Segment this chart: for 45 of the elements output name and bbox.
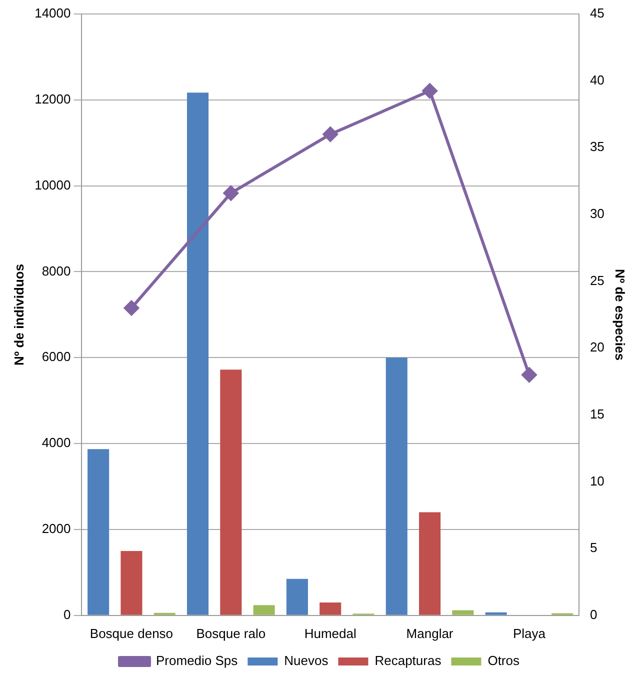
- legend-label: Nuevos: [284, 653, 329, 668]
- y2-tick-label: 20: [590, 340, 604, 355]
- bar: [320, 602, 342, 615]
- y-tick-label: 8000: [42, 263, 71, 278]
- point: [522, 367, 537, 382]
- legend-label: Promedio Sps: [156, 653, 238, 668]
- y-tick-label: 6000: [42, 349, 71, 364]
- y-axis-title: Nº de individuos: [11, 264, 26, 366]
- y2-tick-label: 40: [590, 72, 604, 88]
- point: [422, 83, 438, 98]
- x-tick-label: Bosque denso: [90, 626, 174, 641]
- y-tick-label: 2000: [42, 521, 71, 536]
- y-tick-label: 0: [64, 606, 71, 622]
- bar: [286, 578, 308, 615]
- y2-tick-label: 10: [590, 473, 604, 488]
- point: [223, 186, 238, 201]
- y2-tick-label: 5: [590, 540, 598, 556]
- bar: [186, 92, 209, 615]
- point: [124, 300, 139, 316]
- y2-tick-label: 0: [590, 606, 598, 622]
- y2-axis-title: Nº de especies: [612, 268, 628, 360]
- bar: [386, 358, 408, 615]
- y-tick-label: 14000: [34, 6, 71, 21]
- legend-label: Recapturas: [374, 653, 442, 668]
- x-tick-label: Humedal: [304, 626, 356, 641]
- bar: [485, 612, 507, 615]
- x-tick-label: Manglar: [406, 626, 454, 641]
- bar: [220, 370, 242, 615]
- point: [322, 126, 338, 142]
- legend-label: Otros: [488, 653, 520, 668]
- y2-tick-label: 15: [590, 406, 604, 422]
- bar: [419, 512, 441, 615]
- bar: [120, 550, 142, 615]
- y-tick-label: 12000: [34, 91, 71, 106]
- x-tick-label: Bosque ralo: [196, 626, 266, 641]
- bar: [88, 449, 110, 615]
- y-tick-label: 10000: [34, 177, 71, 192]
- bar: [253, 605, 275, 615]
- bar: [452, 610, 474, 615]
- y2-tick-label: 30: [590, 206, 604, 222]
- y2-tick-label: 35: [590, 139, 604, 154]
- y2-tick-label: 25: [590, 272, 604, 288]
- y2-tick-label: 45: [590, 6, 604, 21]
- x-tick-label: Playa: [512, 626, 546, 641]
- y-tick-label: 4000: [42, 435, 71, 450]
